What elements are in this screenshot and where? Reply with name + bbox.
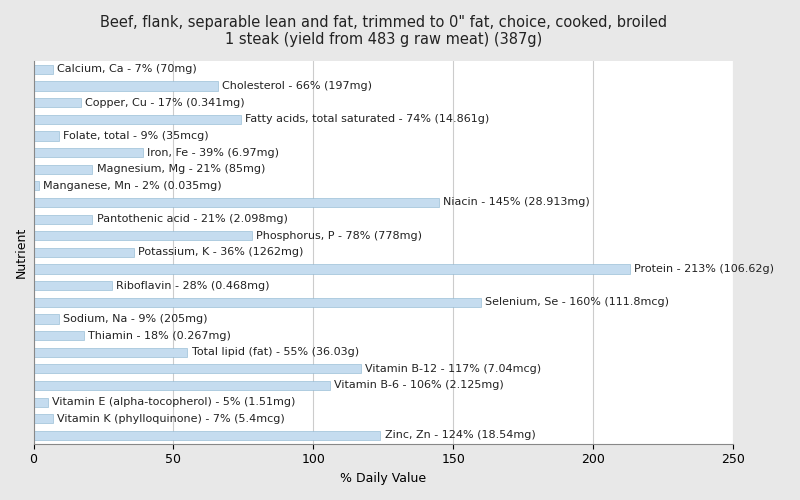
Bar: [34, 98, 81, 107]
Bar: [34, 182, 39, 190]
Bar: [34, 348, 187, 357]
Text: Thiamin - 18% (0.267mg): Thiamin - 18% (0.267mg): [88, 330, 231, 340]
Bar: [34, 281, 112, 290]
Bar: [34, 414, 53, 424]
Bar: [34, 364, 361, 374]
Bar: [34, 214, 92, 224]
Bar: [34, 198, 439, 207]
Bar: [34, 398, 47, 406]
Bar: [34, 431, 381, 440]
Text: Sodium, Na - 9% (205mg): Sodium, Na - 9% (205mg): [63, 314, 207, 324]
Bar: [34, 231, 252, 240]
Bar: [34, 298, 482, 307]
Text: Selenium, Se - 160% (111.8mcg): Selenium, Se - 160% (111.8mcg): [486, 298, 670, 308]
Text: Vitamin B-6 - 106% (2.125mg): Vitamin B-6 - 106% (2.125mg): [334, 380, 504, 390]
Bar: [34, 114, 241, 124]
Text: Vitamin K (phylloquinone) - 7% (5.4mcg): Vitamin K (phylloquinone) - 7% (5.4mcg): [58, 414, 285, 424]
Text: Iron, Fe - 39% (6.97mg): Iron, Fe - 39% (6.97mg): [147, 148, 279, 158]
Bar: [34, 381, 330, 390]
Text: Riboflavin - 28% (0.468mg): Riboflavin - 28% (0.468mg): [116, 280, 270, 290]
Text: Calcium, Ca - 7% (70mg): Calcium, Ca - 7% (70mg): [58, 64, 197, 74]
Text: Pantothenic acid - 21% (2.098mg): Pantothenic acid - 21% (2.098mg): [97, 214, 287, 224]
Y-axis label: Nutrient: Nutrient: [15, 227, 28, 278]
Text: Niacin - 145% (28.913mg): Niacin - 145% (28.913mg): [443, 198, 590, 207]
Bar: [34, 264, 630, 274]
Bar: [34, 314, 58, 324]
Bar: [34, 248, 134, 257]
Bar: [34, 164, 92, 174]
Text: Folate, total - 9% (35mcg): Folate, total - 9% (35mcg): [63, 131, 209, 141]
Bar: [34, 331, 84, 340]
Text: Copper, Cu - 17% (0.341mg): Copper, Cu - 17% (0.341mg): [86, 98, 245, 108]
Text: Total lipid (fat) - 55% (36.03g): Total lipid (fat) - 55% (36.03g): [192, 347, 358, 357]
Bar: [34, 82, 218, 90]
Text: Manganese, Mn - 2% (0.035mg): Manganese, Mn - 2% (0.035mg): [43, 181, 222, 191]
Text: Vitamin E (alpha-tocopherol) - 5% (1.51mg): Vitamin E (alpha-tocopherol) - 5% (1.51m…: [52, 397, 295, 407]
Text: Fatty acids, total saturated - 74% (14.861g): Fatty acids, total saturated - 74% (14.8…: [245, 114, 489, 124]
Text: Magnesium, Mg - 21% (85mg): Magnesium, Mg - 21% (85mg): [97, 164, 265, 174]
Bar: [34, 132, 58, 140]
Text: Cholesterol - 66% (197mg): Cholesterol - 66% (197mg): [222, 81, 373, 91]
Text: Phosphorus, P - 78% (778mg): Phosphorus, P - 78% (778mg): [256, 231, 422, 241]
Text: Vitamin B-12 - 117% (7.04mcg): Vitamin B-12 - 117% (7.04mcg): [365, 364, 542, 374]
Title: Beef, flank, separable lean and fat, trimmed to 0" fat, choice, cooked, broiled
: Beef, flank, separable lean and fat, tri…: [100, 15, 667, 48]
Text: Zinc, Zn - 124% (18.54mg): Zinc, Zn - 124% (18.54mg): [385, 430, 535, 440]
Bar: [34, 65, 53, 74]
X-axis label: % Daily Value: % Daily Value: [340, 472, 426, 485]
Text: Potassium, K - 36% (1262mg): Potassium, K - 36% (1262mg): [138, 248, 304, 258]
Bar: [34, 148, 142, 157]
Text: Protein - 213% (106.62g): Protein - 213% (106.62g): [634, 264, 774, 274]
